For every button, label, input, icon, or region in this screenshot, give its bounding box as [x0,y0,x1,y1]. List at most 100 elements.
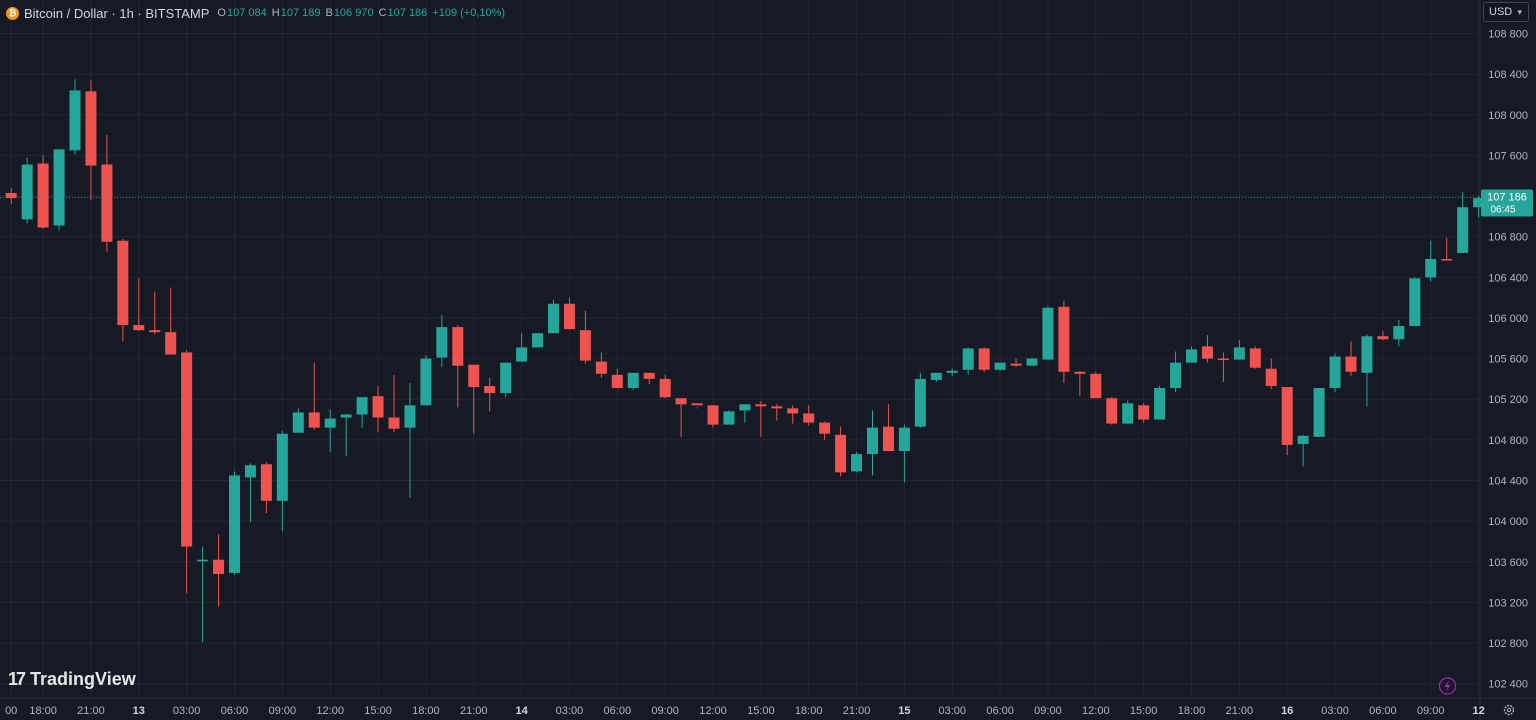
candle[interactable] [340,414,352,457]
candle[interactable] [819,421,831,440]
candle[interactable] [1042,305,1054,360]
candle[interactable] [165,287,177,355]
candle[interactable] [85,80,97,201]
candle[interactable] [468,364,480,434]
candle[interactable] [1074,370,1086,397]
candle[interactable] [787,405,799,424]
candle[interactable] [276,430,288,532]
candle[interactable] [771,404,783,421]
candle[interactable] [53,149,65,231]
candle[interactable] [388,374,400,432]
candle[interactable] [835,426,847,477]
candle[interactable] [197,546,209,643]
candle[interactable] [1233,340,1245,360]
candle[interactable] [229,471,240,575]
candle[interactable] [803,405,815,426]
candle[interactable] [1457,191,1469,253]
candle[interactable] [643,372,655,384]
candle[interactable] [675,398,687,437]
candle[interactable] [611,368,623,389]
candle[interactable] [1090,371,1102,399]
candle[interactable] [244,463,256,523]
candle[interactable] [1186,346,1197,363]
candle[interactable] [1409,277,1421,327]
candle[interactable] [627,372,639,391]
candle[interactable] [962,347,974,375]
candle[interactable] [292,408,304,433]
candle[interactable] [181,350,193,594]
candle[interactable] [1154,386,1166,420]
candle[interactable] [484,377,496,412]
candle[interactable] [420,355,432,406]
candle[interactable] [452,325,464,408]
candle[interactable] [1010,358,1022,367]
candle[interactable] [149,291,161,335]
candle[interactable] [755,401,767,437]
candle[interactable] [324,409,336,453]
candle[interactable] [1313,388,1325,437]
candle[interactable] [260,462,272,514]
candle[interactable] [1265,358,1277,390]
candle[interactable] [1329,353,1341,393]
candle[interactable] [69,79,81,155]
candle[interactable] [372,386,384,432]
candle[interactable] [133,278,145,332]
candle[interactable] [994,362,1006,371]
candle[interactable] [946,368,958,376]
candle[interactable] [1106,397,1118,425]
candle[interactable] [898,424,910,483]
candle[interactable] [1361,334,1373,407]
currency-selector[interactable]: USD ▾ [1483,2,1529,22]
candle[interactable] [356,397,368,428]
tradingview-logo[interactable]: 17 TradingView [8,669,136,690]
candle[interactable] [867,410,878,476]
candle[interactable] [723,410,735,425]
candle[interactable] [436,314,448,367]
candle[interactable] [1473,196,1485,218]
candle[interactable] [1170,351,1182,393]
candle[interactable] [21,157,33,224]
candle[interactable] [914,372,926,428]
candle[interactable] [404,382,416,498]
candle[interactable] [532,333,544,348]
candle[interactable] [1297,434,1309,467]
candle[interactable] [595,352,607,378]
candle[interactable] [1425,240,1437,282]
candle[interactable] [739,404,751,423]
candle[interactable] [659,374,671,399]
candle[interactable] [1345,341,1357,376]
candle[interactable] [1122,400,1134,424]
candle[interactable] [5,187,17,205]
candle[interactable] [930,372,942,382]
lightning-icon[interactable] [1438,677,1457,695]
candle[interactable] [691,403,703,409]
candle[interactable] [1201,335,1213,363]
candle[interactable] [1377,331,1389,341]
candle[interactable] [1249,346,1261,369]
candle[interactable] [548,299,559,334]
candle[interactable] [213,534,225,607]
candle[interactable] [1393,319,1405,347]
symbol-label[interactable]: Bitcoin / Dollar · 1h · BITSTAMP [24,5,210,21]
candle[interactable] [516,333,528,362]
candle[interactable] [851,452,863,473]
candle[interactable] [563,297,575,330]
candle[interactable] [117,238,129,342]
candle[interactable] [1058,300,1070,383]
candle[interactable] [978,347,990,372]
candle[interactable] [37,155,49,229]
candle[interactable] [101,135,113,252]
gear-icon[interactable] [1503,704,1515,716]
candle[interactable] [579,310,591,364]
candle[interactable] [1441,237,1453,261]
candle[interactable] [882,404,894,452]
price-tick-label: 104 800 [1488,435,1528,447]
candle[interactable] [308,362,320,430]
candle[interactable] [1138,403,1150,423]
candle[interactable] [1026,357,1038,366]
candle[interactable] [707,405,719,428]
candle[interactable] [1281,387,1293,456]
candle[interactable] [1217,352,1229,382]
candle[interactable] [500,362,512,398]
